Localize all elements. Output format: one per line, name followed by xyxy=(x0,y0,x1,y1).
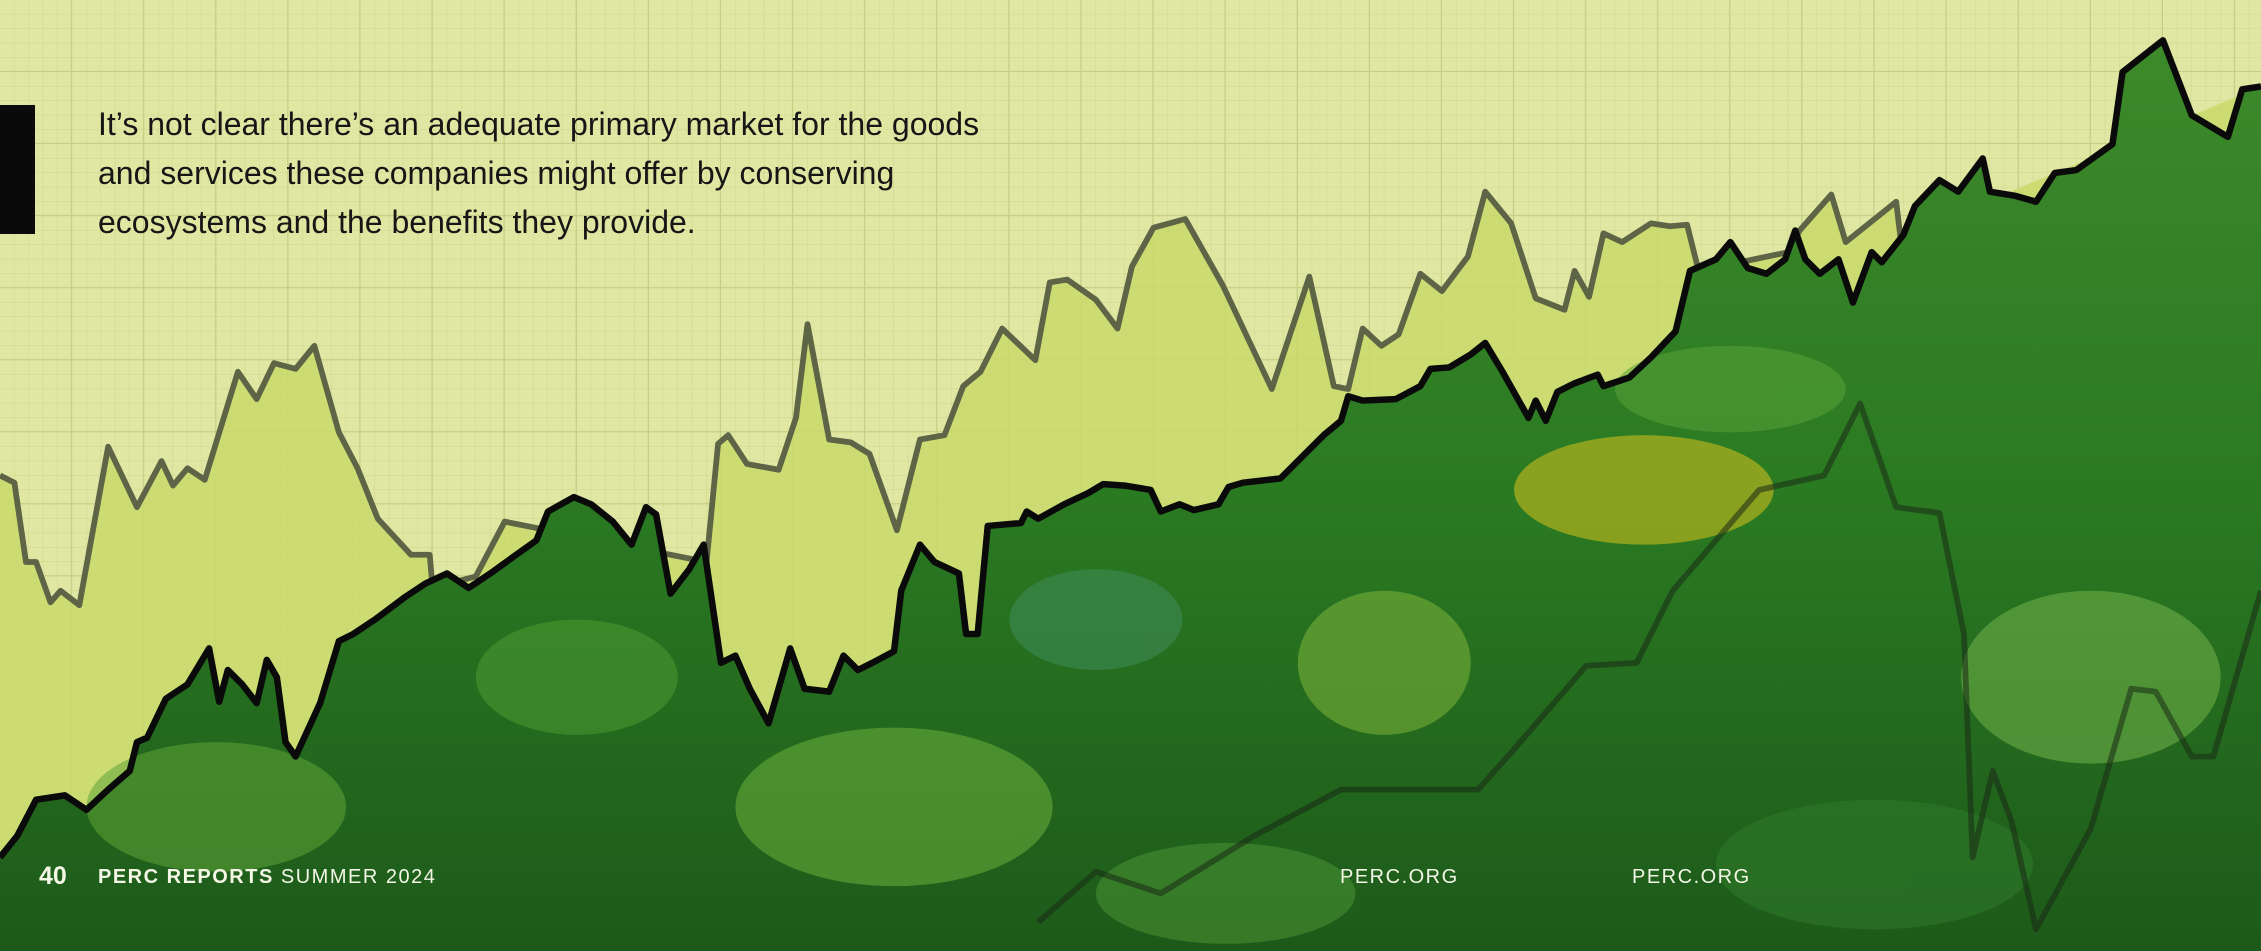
url: PERC.ORG xyxy=(1340,866,1459,889)
issue: SUMMER 2024 xyxy=(281,866,436,888)
running-footer: PERC REPORTS SUMMER 2024 xyxy=(98,866,436,889)
url: PERC.ORG xyxy=(1632,866,1751,889)
pull-quote: It’s not clear there’s an adequate prima… xyxy=(98,100,988,247)
publication: PERC REPORTS xyxy=(98,866,274,888)
quote-bar xyxy=(0,105,35,234)
page-number: 40 xyxy=(39,862,67,891)
page: It’s not clear there’s an adequate prima… xyxy=(0,0,2261,951)
